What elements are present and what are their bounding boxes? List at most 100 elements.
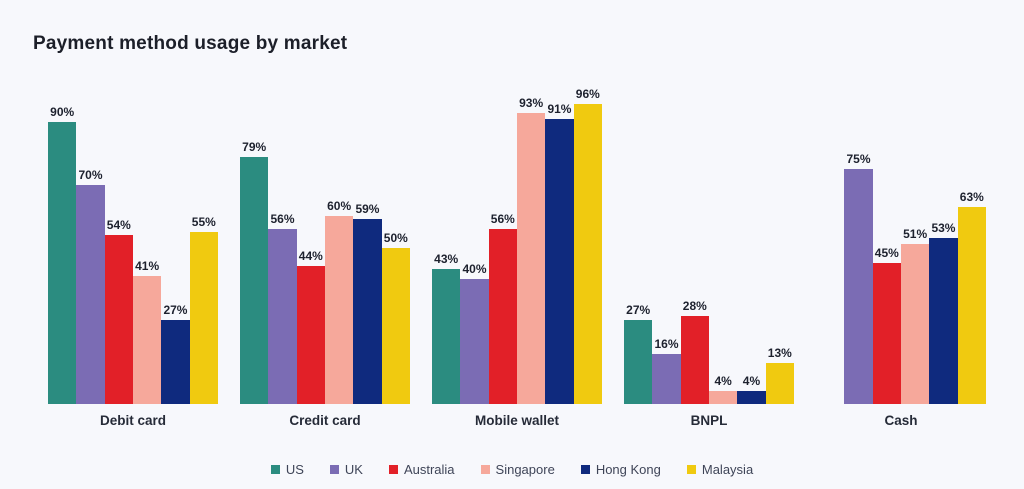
bar-slot-hong-kong: 91% (545, 102, 574, 404)
legend-swatch-singapore (480, 465, 490, 474)
bar-slot-malaysia: 13% (765, 346, 794, 404)
bar-slot-malaysia: 96% (573, 86, 602, 404)
legend-label-us: US (285, 462, 304, 477)
bar-group-cash: 75% 45% 51% 53% 63% Cash (816, 91, 986, 428)
legend-swatch-australia (388, 465, 398, 474)
bar-slot-malaysia: 50% (381, 230, 410, 404)
legend-item-singapore: Singapore (480, 462, 555, 477)
value-label-malaysia-mobile-wallet: 96% (575, 86, 600, 101)
bar-hong-kong-cash (929, 238, 958, 404)
value-label-australia-debit-card: 54% (106, 217, 131, 232)
bar-us-bnpl (624, 319, 653, 404)
bar-slot-singapore: 4% (708, 374, 738, 404)
value-label-hong-kong-cash: 53% (931, 221, 956, 236)
legend-label-malaysia: Malaysia (701, 462, 754, 477)
bar-slot-australia: 44% (296, 250, 325, 404)
category-label-debit-card: Debit card (99, 413, 167, 428)
legend-label-australia: Australia (403, 462, 455, 477)
category-label-bnpl: BNPL (690, 413, 728, 428)
legend-swatch-hong-kong (580, 465, 590, 474)
bar-singapore-debit-card (132, 275, 162, 404)
bar-slot-malaysia: 55% (189, 214, 218, 404)
value-label-malaysia-credit-card: 50% (383, 230, 408, 245)
bar-slot-uk: 70% (76, 167, 105, 404)
bar-hong-kong-bnpl (737, 391, 766, 404)
bar-slot-australia: 45% (872, 247, 901, 404)
bar-singapore-cash (900, 244, 930, 404)
legend-item-australia: Australia (388, 462, 455, 477)
value-label-uk-cash: 75% (846, 152, 871, 167)
value-label-singapore-bnpl: 4% (714, 374, 732, 389)
value-label-us-mobile-wallet: 43% (434, 252, 459, 267)
value-label-hong-kong-mobile-wallet: 91% (547, 102, 572, 117)
value-label-malaysia-bnpl: 13% (767, 346, 792, 361)
value-label-singapore-mobile-wallet: 93% (519, 95, 544, 110)
value-label-singapore-credit-card: 60% (327, 199, 352, 214)
bar-slot-hong-kong: 59% (353, 202, 382, 404)
chart-title: Payment method usage by market (33, 33, 348, 54)
value-label-us-credit-card: 79% (242, 139, 267, 154)
bar-slot-singapore: 41% (132, 258, 162, 404)
bars-credit-card: 79% 56% 44% 60% 59% 50% (240, 91, 410, 404)
bar-group-bnpl: 27% 16% 28% 4% 4% 13% BNPL (624, 91, 794, 428)
bar-uk-credit-card (268, 228, 297, 404)
value-label-uk-mobile-wallet: 40% (462, 261, 487, 276)
legend-label-hong-kong: Hong Kong (595, 462, 661, 477)
bar-uk-bnpl (652, 353, 681, 404)
bar-slot-hong-kong: 4% (737, 374, 766, 404)
bar-hong-kong-debit-card (161, 319, 190, 404)
legend-swatch-us (270, 465, 280, 474)
legend-swatch-uk (329, 465, 339, 474)
bar-chart: 90% 70% 54% 41% 27% 55% Debit card 79% 56% 44% 60%… (48, 86, 986, 428)
legend-swatch-malaysia (686, 465, 696, 474)
bar-slot-malaysia: 63% (957, 191, 986, 404)
bar-australia-mobile-wallet (488, 228, 517, 404)
bar-slot-us: 27% (624, 302, 653, 404)
legend-item-hong-kong: Hong Kong (580, 462, 661, 477)
bar-group-mobile-wallet: 43% 40% 56% 93% 91% 96% Mobile wallet (432, 86, 602, 428)
bar-malaysia-debit-card (189, 231, 218, 404)
bar-us-mobile-wallet (432, 269, 461, 404)
legend-item-malaysia: Malaysia (686, 462, 754, 477)
legend-item-us: US (270, 462, 304, 477)
bars-mobile-wallet: 43% 40% 56% 93% 91% 96% (432, 86, 602, 404)
value-label-malaysia-debit-card: 55% (191, 214, 216, 229)
category-label-cash: Cash (884, 413, 918, 428)
bar-us-debit-card (48, 122, 77, 404)
value-label-hong-kong-credit-card: 59% (355, 202, 380, 217)
bar-slot-australia: 28% (680, 300, 709, 404)
legend: US UK Australia Singapore Hong Kong Malaysia (0, 462, 1024, 477)
bar-slot-us: 90% (48, 106, 77, 404)
value-label-uk-debit-card: 70% (78, 167, 103, 182)
bar-slot-us: 43% (432, 252, 461, 404)
bar-slot-hong-kong: 27% (161, 302, 190, 404)
value-label-uk-credit-card: 56% (270, 211, 295, 226)
bar-singapore-bnpl (708, 391, 738, 404)
value-label-singapore-debit-card: 41% (135, 258, 160, 273)
bar-slot-uk: 40% (460, 261, 489, 404)
bar-malaysia-cash (957, 206, 986, 404)
bar-group-debit-card: 90% 70% 54% 41% 27% 55% Debit card (48, 91, 218, 428)
bar-slot-singapore: 60% (324, 199, 354, 404)
bar-singapore-mobile-wallet (516, 112, 546, 404)
bar-australia-bnpl (680, 316, 709, 404)
value-label-hong-kong-debit-card: 27% (163, 302, 188, 317)
value-label-singapore-cash: 51% (903, 227, 928, 242)
bar-slot-singapore: 93% (516, 95, 546, 404)
value-label-hong-kong-bnpl: 4% (742, 374, 761, 389)
legend-label-uk: UK (344, 462, 363, 477)
bar-malaysia-bnpl (765, 363, 794, 404)
bar-slot-hong-kong: 53% (929, 221, 958, 404)
bar-slot-uk: 75% (844, 152, 873, 404)
bar-malaysia-mobile-wallet (573, 103, 602, 404)
bar-australia-debit-card (104, 234, 133, 404)
bar-us-credit-card (240, 156, 269, 404)
bars-bnpl: 27% 16% 28% 4% 4% 13% (624, 91, 794, 404)
bar-slot-singapore: 51% (900, 227, 930, 404)
bar-hong-kong-credit-card (353, 219, 382, 404)
bars-cash: 75% 45% 51% 53% 63% (816, 91, 986, 404)
bar-uk-debit-card (76, 184, 105, 404)
value-label-australia-mobile-wallet: 56% (490, 211, 515, 226)
value-label-us-bnpl: 27% (626, 302, 651, 317)
